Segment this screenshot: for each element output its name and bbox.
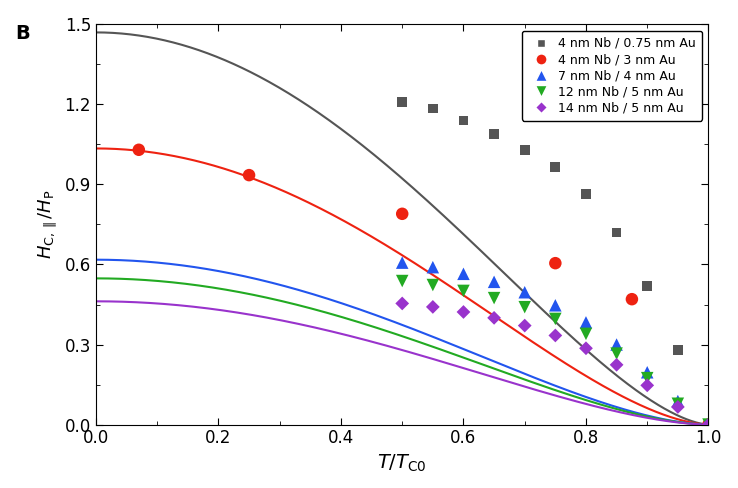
Point [489,294,500,302]
Point [703,421,714,428]
Point [549,163,562,171]
Point [580,330,592,338]
Point [458,287,469,295]
Point [672,346,683,354]
Point [549,315,562,323]
Point [703,421,714,428]
Point [519,303,531,311]
Point [396,210,408,218]
Point [489,314,500,322]
Point [580,190,592,198]
Point [549,331,562,339]
Point [641,382,653,389]
Point [610,361,622,369]
Point [549,259,562,267]
Point [626,295,638,303]
Y-axis label: $\mathit{H}_\mathrm{C,\parallel}/\mathit{H}_\mathrm{P}$: $\mathit{H}_\mathrm{C,\parallel}/\mathit… [36,190,59,259]
Point [458,270,469,278]
Point [489,278,500,286]
Legend: 4 nm Nb / 0.75 nm Au, 4 nm Nb / 3 nm Au, 7 nm Nb / 4 nm Au, 12 nm Nb / 5 nm Au, : 4 nm Nb / 0.75 nm Au, 4 nm Nb / 3 nm Au,… [522,31,703,121]
Point [580,319,592,326]
Point [396,300,408,307]
Point [703,421,714,428]
Point [396,259,408,266]
Point [703,421,714,428]
Point [427,263,438,271]
Point [519,288,531,296]
Text: B: B [15,24,30,43]
Point [641,374,653,382]
Point [427,104,438,112]
Point [458,117,469,124]
Point [549,302,562,309]
Point [519,146,531,154]
Point [519,322,531,329]
Point [580,345,592,352]
Point [610,228,622,236]
Point [610,350,622,358]
Point [396,98,408,106]
Point [641,368,653,376]
Point [641,282,653,290]
Point [703,421,714,428]
Point [427,303,438,311]
Point [489,130,500,138]
Point [396,277,408,285]
X-axis label: $\mathit{T}$/$\mathit{T}_\mathrm{C0}$: $\mathit{T}$/$\mathit{T}_\mathrm{C0}$ [377,453,427,474]
Point [672,403,683,411]
Point [243,171,255,179]
Point [427,281,438,289]
Point [458,308,469,316]
Point [133,146,145,154]
Point [672,397,683,405]
Point [672,400,683,407]
Point [610,341,622,348]
